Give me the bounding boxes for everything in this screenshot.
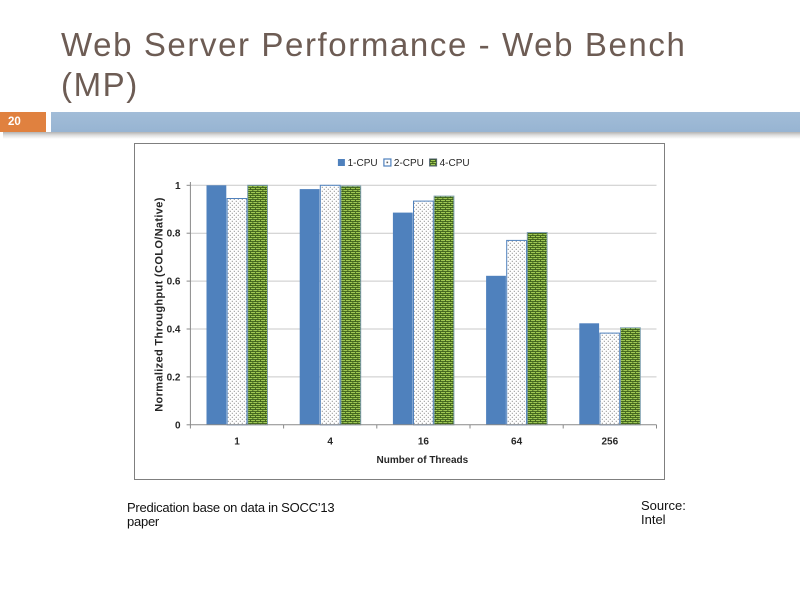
svg-text:4-CPU: 4-CPU <box>440 158 470 169</box>
svg-text:16: 16 <box>418 436 430 447</box>
svg-text:Normalized Throughput (COLO/Na: Normalized Throughput (COLO/Native) <box>154 197 166 412</box>
svg-text:4: 4 <box>327 436 333 447</box>
svg-text:0.6: 0.6 <box>167 277 181 288</box>
svg-text:0.8: 0.8 <box>167 229 181 240</box>
svg-text:0.2: 0.2 <box>167 372 181 383</box>
svg-text:0.4: 0.4 <box>167 325 181 336</box>
svg-text:1: 1 <box>234 436 240 447</box>
svg-text:2-CPU: 2-CPU <box>394 158 424 169</box>
svg-text:0: 0 <box>175 420 181 431</box>
svg-text:1-CPU: 1-CPU <box>348 158 378 169</box>
svg-text:1: 1 <box>175 181 181 192</box>
svg-text:64: 64 <box>511 436 523 447</box>
svg-text:Number of Threads: Number of Threads <box>377 455 469 466</box>
svg-text:256: 256 <box>601 436 618 447</box>
